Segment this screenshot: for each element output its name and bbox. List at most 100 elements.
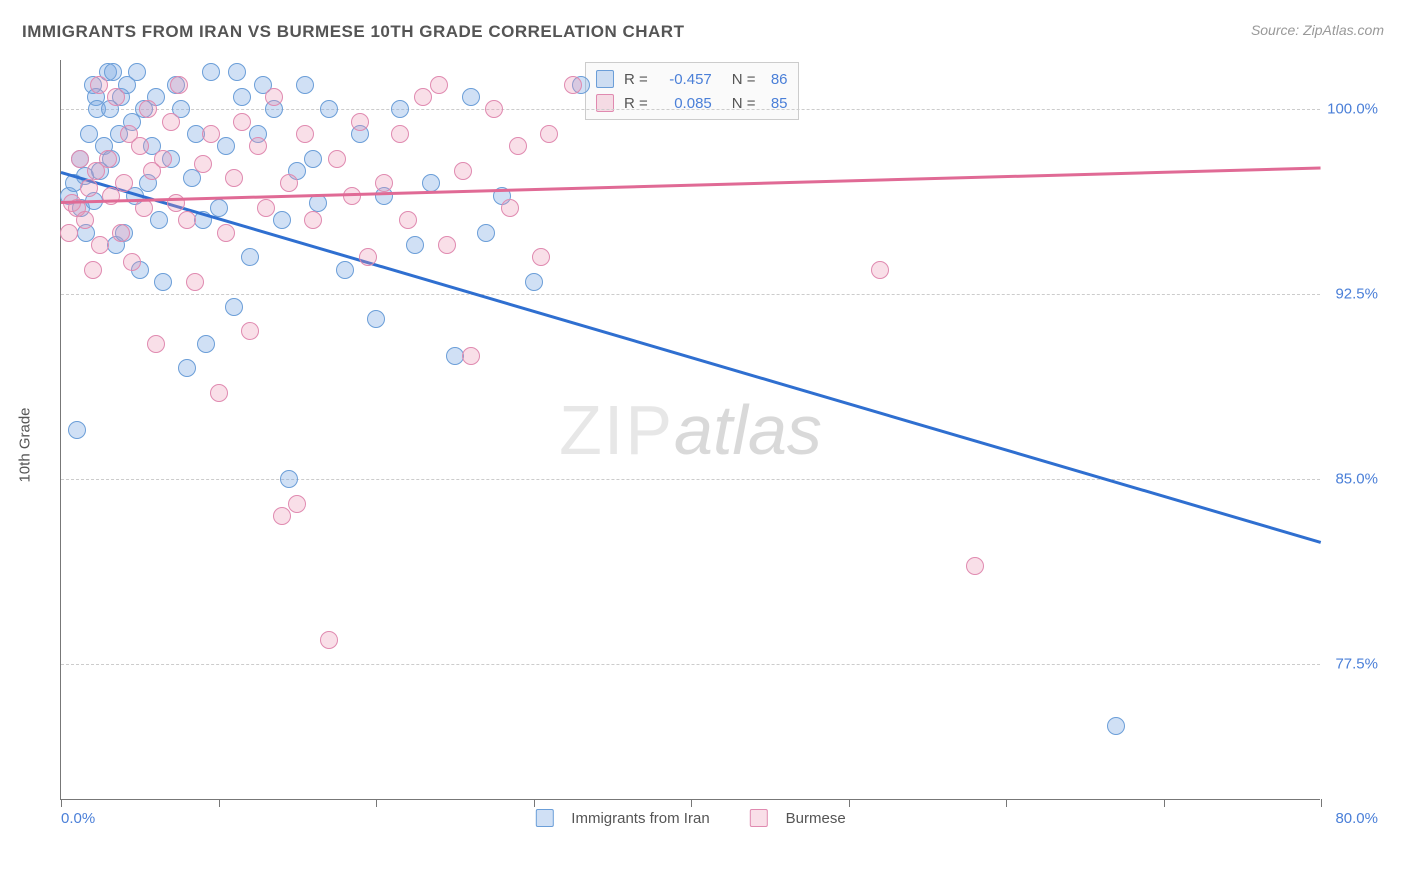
scatter-point-burmese [414, 88, 432, 106]
stats-row-burmese: R =0.085N =85 [596, 91, 788, 115]
scatter-point-burmese [375, 174, 393, 192]
chart-container: 10th Grade ZIPatlas R =-0.457N =86R =0.0… [60, 60, 1380, 830]
scatter-point-burmese [60, 224, 78, 242]
scatter-point-burmese [178, 211, 196, 229]
scatter-point-iran [406, 236, 424, 254]
scatter-point-burmese [257, 199, 275, 217]
scatter-point-burmese [391, 125, 409, 143]
x-tick [534, 799, 535, 807]
scatter-point-burmese [91, 236, 109, 254]
legend-swatch [750, 809, 768, 827]
scatter-point-burmese [233, 113, 251, 131]
x-tick [1006, 799, 1007, 807]
scatter-point-iran [462, 88, 480, 106]
scatter-point-burmese [430, 76, 448, 94]
scatter-point-burmese [115, 174, 133, 192]
scatter-point-burmese [509, 137, 527, 155]
trend-line-iran [61, 171, 1322, 543]
scatter-point-burmese [84, 261, 102, 279]
scatter-point-iran [477, 224, 495, 242]
scatter-point-burmese [217, 224, 235, 242]
scatter-point-burmese [123, 253, 141, 271]
x-tick [61, 799, 62, 807]
scatter-point-burmese [139, 100, 157, 118]
scatter-point-iran [68, 421, 86, 439]
source-attribution: Source: ZipAtlas.com [1251, 22, 1384, 38]
gridline-h [61, 479, 1320, 480]
r-label: R = [624, 71, 648, 88]
plot-area: ZIPatlas R =-0.457N =86R =0.085N =85 Imm… [60, 60, 1320, 800]
r-value-iran: -0.457 [652, 71, 712, 88]
scatter-point-burmese [564, 76, 582, 94]
legend-label: Burmese [786, 810, 846, 827]
scatter-point-burmese [501, 199, 519, 217]
scatter-point-burmese [966, 557, 984, 575]
scatter-point-burmese [462, 347, 480, 365]
scatter-point-iran [233, 88, 251, 106]
scatter-point-burmese [80, 179, 98, 197]
scatter-point-burmese [194, 155, 212, 173]
scatter-point-burmese [320, 631, 338, 649]
watermark-part2: atlas [674, 391, 822, 469]
stats-legend-box: R =-0.457N =86R =0.085N =85 [585, 62, 799, 120]
scatter-point-burmese [162, 113, 180, 131]
scatter-point-burmese [186, 273, 204, 291]
y-tick-label: 92.5% [1323, 286, 1378, 303]
y-tick-label: 77.5% [1323, 656, 1378, 673]
scatter-point-burmese [76, 211, 94, 229]
x-tick [1321, 799, 1322, 807]
scatter-point-iran [367, 310, 385, 328]
scatter-point-iran [525, 273, 543, 291]
scatter-point-iran [273, 211, 291, 229]
scatter-point-burmese [280, 174, 298, 192]
scatter-point-burmese [265, 88, 283, 106]
scatter-point-iran [280, 470, 298, 488]
y-tick-label: 100.0% [1323, 101, 1378, 118]
scatter-point-burmese [202, 125, 220, 143]
scatter-point-iran [128, 63, 146, 81]
scatter-point-burmese [135, 199, 153, 217]
scatter-point-iran [391, 100, 409, 118]
bottom-legend: Immigrants from Iran Burmese [535, 809, 845, 827]
scatter-point-burmese [107, 88, 125, 106]
scatter-point-burmese [351, 113, 369, 131]
scatter-point-iran [202, 63, 220, 81]
gridline-h [61, 664, 1320, 665]
legend-swatch [535, 809, 553, 827]
scatter-point-burmese [871, 261, 889, 279]
scatter-point-burmese [210, 384, 228, 402]
scatter-point-burmese [170, 76, 188, 94]
scatter-point-burmese [540, 125, 558, 143]
scatter-point-iran [154, 273, 172, 291]
x-tick [1164, 799, 1165, 807]
scatter-point-burmese [131, 137, 149, 155]
scatter-point-burmese [249, 137, 267, 155]
stats-row-iran: R =-0.457N =86 [596, 67, 788, 91]
scatter-point-iran [241, 248, 259, 266]
y-tick-label: 85.0% [1323, 471, 1378, 488]
scatter-point-iran [228, 63, 246, 81]
scatter-point-burmese [147, 335, 165, 353]
scatter-point-burmese [399, 211, 417, 229]
scatter-point-burmese [273, 507, 291, 525]
scatter-point-burmese [154, 150, 172, 168]
gridline-h [61, 109, 1320, 110]
legend-item: Immigrants from Iran [535, 809, 709, 827]
scatter-point-iran [225, 298, 243, 316]
y-axis-label: 10th Grade [17, 407, 34, 482]
x-axis-start-label: 0.0% [61, 810, 95, 827]
scatter-point-burmese [438, 236, 456, 254]
scatter-point-iran [422, 174, 440, 192]
legend-label: Immigrants from Iran [571, 810, 709, 827]
scatter-point-iran [320, 100, 338, 118]
watermark-part1: ZIP [559, 391, 674, 469]
scatter-point-iran [217, 137, 235, 155]
n-label: N = [732, 71, 756, 88]
x-axis-end-label: 80.0% [1335, 810, 1378, 827]
scatter-point-iran [1107, 717, 1125, 735]
scatter-point-iran [197, 335, 215, 353]
scatter-point-burmese [532, 248, 550, 266]
scatter-point-iran [336, 261, 354, 279]
watermark: ZIPatlas [559, 390, 822, 470]
scatter-point-iran [296, 76, 314, 94]
